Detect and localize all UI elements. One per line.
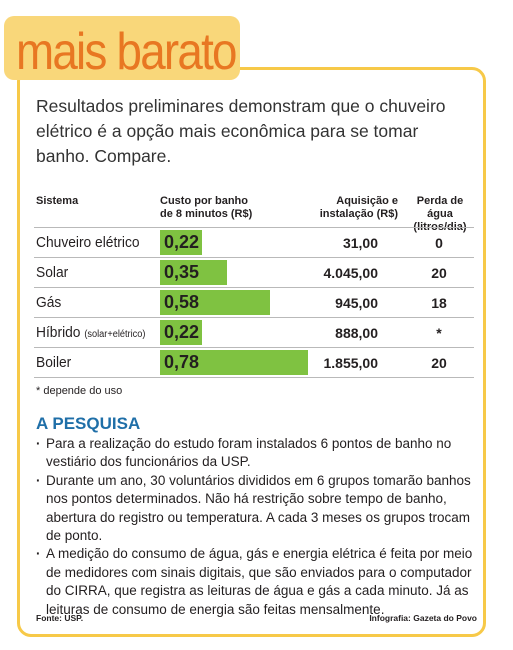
source-credit: Fonte: USP. — [36, 613, 84, 623]
system-name: Híbrido — [36, 324, 81, 341]
bullet-item: Durante um ano, 30 voluntários divididos… — [36, 472, 476, 546]
cost-bar — [160, 320, 202, 345]
water-loss-value: 20 — [431, 265, 447, 281]
header-custo: Custo por banho de 8 minutos (R$) — [160, 195, 252, 221]
system-label: Gás — [36, 294, 61, 311]
system-name: Chuveiro elétrico — [36, 234, 140, 251]
header-custo-line1: Custo por banho — [160, 195, 248, 207]
footnote: * depende do uso — [36, 385, 123, 397]
water-loss-value: * — [436, 325, 442, 341]
acquisition-value: 4.045,00 — [323, 265, 379, 281]
system-label: Híbrido (solar+elétrico) — [36, 324, 145, 341]
infographic-credit: Infografia: Gazeta do Povo — [369, 613, 477, 623]
cost-value-label: 0,35 — [164, 262, 200, 282]
acquisition-value: 945,00 — [335, 295, 378, 311]
intro-text: Resultados preliminares demonstram que o… — [36, 96, 446, 166]
header-perda-line1: Perda de água — [416, 195, 464, 220]
table-row: Solar 0,35 4.045,00 20 — [34, 258, 474, 288]
cost-bar — [160, 350, 308, 375]
system-label: Boiler — [36, 354, 71, 371]
title-tab: mais barato — [4, 16, 240, 81]
water-loss-value: 18 — [431, 295, 447, 311]
bullet-item: A medição do consumo de água, gás e ener… — [36, 545, 476, 619]
system-name: Solar — [36, 264, 69, 281]
bullet-item: Para a realização do estudo foram instal… — [36, 435, 476, 472]
cost-value-label: 0,22 — [164, 322, 200, 342]
table-row: Híbrido (solar+elétrico) 0,22 888,00 * — [34, 318, 474, 348]
table-row: Chuveiro elétrico 0,22 31,00 0 — [34, 228, 474, 258]
table-top-rule — [34, 227, 474, 228]
header-sistema: Sistema — [36, 195, 79, 207]
cost-value-label: 0,78 — [164, 352, 200, 372]
page-title: mais barato — [16, 23, 237, 81]
system-note: (solar+elétrico) — [84, 329, 146, 340]
system-label: Solar — [36, 264, 68, 281]
bullet-list: Para a realização do estudo foram instal… — [36, 435, 476, 619]
water-loss-value: 0 — [435, 235, 443, 251]
acquisition-value: 31,00 — [342, 235, 378, 251]
table-row: Gás 0,58 945,00 18 — [34, 288, 474, 318]
section-title: A PESQUISA — [36, 414, 141, 433]
cost-value-label: 0,58 — [164, 292, 200, 312]
acquisition-value: 1.855,00 — [323, 355, 379, 371]
cost-bar — [160, 260, 227, 285]
system-name: Boiler — [36, 354, 72, 371]
water-loss-value: 20 — [431, 355, 447, 371]
header-custo-line2: de 8 minutos (R$) — [160, 208, 253, 220]
acquisition-value: 888,00 — [335, 325, 378, 341]
cost-value-label: 0,22 — [164, 232, 200, 252]
system-label: Chuveiro elétrico — [36, 234, 140, 251]
cost-bar — [160, 230, 202, 255]
header-aquisicao: Aquisição e instalação (R$) — [318, 195, 398, 221]
table-row: Boiler 0,78 1.855,00 20 — [34, 348, 474, 378]
cost-bar — [160, 290, 270, 315]
header-aquisicao-line1: Aquisição e — [336, 195, 398, 207]
header-aquisicao-line2: instalação (R$) — [319, 208, 398, 220]
system-name: Gás — [36, 294, 62, 311]
